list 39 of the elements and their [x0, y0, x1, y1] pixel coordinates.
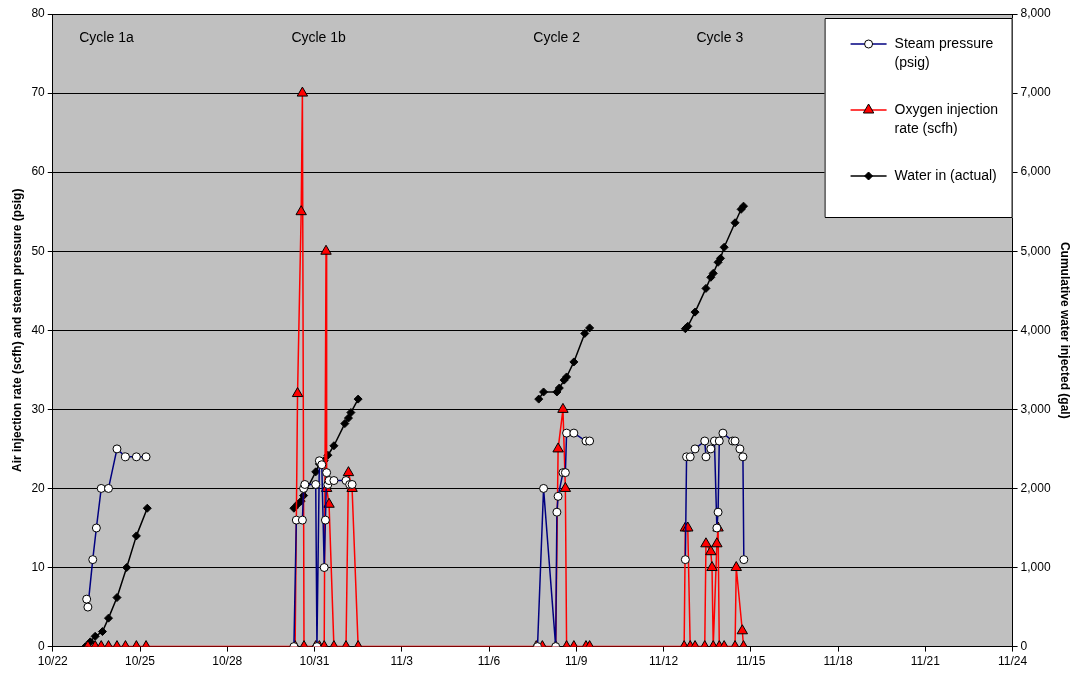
- y2-tick-label: 5,000: [1020, 243, 1051, 258]
- annotation: Cycle 2: [533, 28, 581, 45]
- annotation: Cycle 3: [696, 28, 744, 45]
- x-tick-label: 10/25: [124, 654, 156, 669]
- y2-tick-label: 4,000: [1020, 322, 1051, 337]
- x-tick-label: 11/21: [910, 654, 941, 669]
- y2-tick-label: 3,000: [1020, 401, 1051, 416]
- y-tick-label: 80: [31, 6, 46, 21]
- y2-tick-label: 0: [1020, 638, 1028, 653]
- y-tick-label: 50: [31, 243, 46, 258]
- y-tick-label: 10: [31, 559, 46, 574]
- y-tick-label: 20: [31, 480, 46, 495]
- annotation: Cycle 1a: [79, 28, 134, 45]
- y2-axis-title: Cumulative water injected (gal): [1058, 241, 1073, 419]
- y-axis-title: Air injection rate (scfh) and steam pressure (psig): [9, 188, 24, 472]
- y2-tick-label: 1,000: [1020, 559, 1051, 574]
- x-tick-label: 11/12: [648, 654, 679, 669]
- x-tick-label: 10/28: [212, 654, 243, 669]
- y-tick-label: 0: [38, 638, 46, 653]
- legend-label: Water in (actual): [894, 166, 997, 183]
- legend-label: Steam pressure (psig): [894, 34, 994, 70]
- y2-tick-label: 8,000: [1020, 6, 1051, 21]
- x-tick-label: 11/3: [390, 654, 414, 669]
- y-tick-label: 40: [31, 322, 46, 337]
- legend-label: Oxygen injection rate (scfh): [894, 100, 999, 136]
- y2-tick-label: 6,000: [1020, 164, 1051, 179]
- x-tick-label: 11/15: [736, 654, 766, 669]
- y2-tick-label: 2,000: [1020, 480, 1051, 495]
- y-tick-label: 60: [31, 164, 46, 179]
- y-tick-label: 30: [31, 401, 46, 416]
- x-tick-label: 11/18: [823, 654, 853, 669]
- x-tick-label: 10/22: [37, 654, 69, 669]
- annotation: Cycle 1b: [291, 28, 347, 45]
- x-tick-label: 10/31: [299, 654, 330, 669]
- x-tick-label: 11/6: [477, 654, 501, 669]
- y-tick-label: 70: [31, 85, 46, 100]
- y2-tick-label: 7,000: [1020, 85, 1051, 100]
- x-tick-label: 11/24: [998, 654, 1028, 669]
- x-tick-label: 11/9: [565, 654, 588, 669]
